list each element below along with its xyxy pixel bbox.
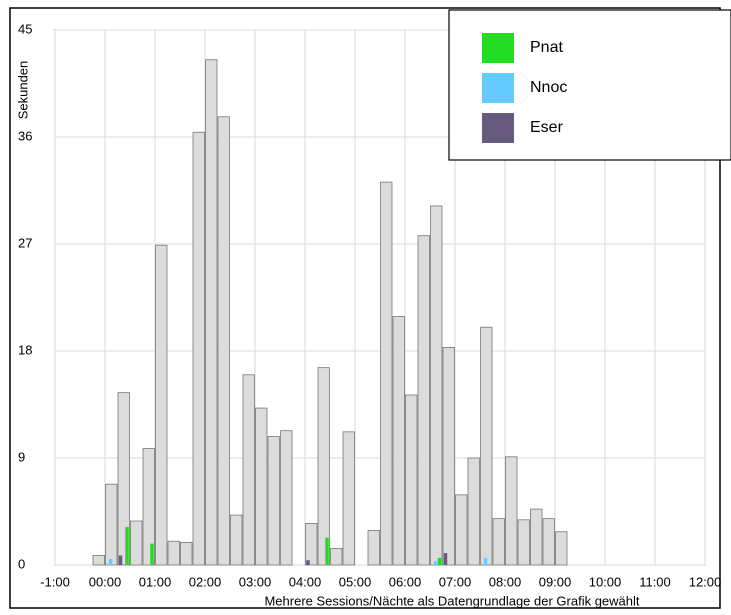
bar — [480, 326, 493, 566]
x-tick-label: 06:00 — [389, 574, 422, 589]
bar — [367, 530, 380, 566]
bar — [130, 520, 143, 566]
bar — [117, 392, 130, 566]
x-tick-label: 07:00 — [439, 574, 472, 589]
bar — [392, 316, 405, 566]
bar — [342, 431, 355, 566]
bar — [92, 555, 105, 566]
bar — [442, 347, 455, 566]
bar — [380, 181, 393, 566]
y-tick-label: 18 — [18, 342, 32, 357]
x-tick-label: 12:00 — [689, 574, 722, 589]
bar — [142, 448, 155, 566]
series-bar — [118, 555, 123, 565]
bar — [230, 514, 243, 566]
x-tick-label: 02:00 — [189, 574, 222, 589]
y-tick-label: 0 — [18, 556, 25, 571]
x-tick-label: 03:00 — [239, 574, 272, 589]
x-tick-label: -1:00 — [40, 574, 70, 589]
bar — [517, 519, 530, 566]
legend-swatch — [482, 113, 514, 143]
x-tick-label: 04:00 — [289, 574, 322, 589]
series-bar — [483, 557, 488, 565]
bar — [330, 547, 343, 566]
y-tick-label: 36 — [18, 128, 32, 143]
y-tick-label: 9 — [18, 449, 25, 464]
bar — [180, 542, 193, 566]
bar — [542, 518, 555, 566]
y-tick-label: 45 — [18, 21, 32, 36]
series-bar — [433, 561, 438, 565]
bar — [105, 483, 118, 566]
x-tick-label: 08:00 — [489, 574, 522, 589]
series-bar — [325, 537, 329, 565]
series-bar — [443, 553, 448, 565]
y-axis-label: Sekunden — [15, 61, 30, 120]
bar — [305, 522, 318, 566]
bar — [167, 540, 180, 566]
bar — [217, 116, 230, 566]
legend-swatch — [482, 33, 514, 63]
x-tick-label: 09:00 — [539, 574, 572, 589]
bar — [255, 407, 268, 566]
x-tick-label: 05:00 — [339, 574, 372, 589]
series-bar — [125, 526, 129, 565]
series-bar — [108, 559, 113, 565]
series-bar — [150, 543, 154, 565]
y-tick-label: 27 — [18, 235, 32, 250]
x-tick-label: 01:00 — [139, 574, 172, 589]
bar — [530, 508, 543, 566]
bar — [317, 367, 330, 566]
legend-label: Pnat — [530, 39, 563, 56]
x-tick-label: 00:00 — [89, 574, 122, 589]
x-axis-label: Mehrere Sessions/Nächte als Datengrundla… — [264, 593, 639, 608]
legend-swatch — [482, 73, 514, 103]
bar — [280, 430, 293, 566]
series-bar — [437, 557, 442, 565]
x-tick-label: 10:00 — [589, 574, 622, 589]
bar — [417, 235, 430, 566]
legend-label: Nnoc — [530, 79, 567, 96]
bar — [267, 436, 280, 566]
legend-label: Eser — [530, 119, 564, 136]
series-bar — [306, 560, 310, 565]
bar — [242, 374, 255, 566]
bar — [430, 205, 443, 566]
bar — [467, 457, 480, 566]
bar — [492, 518, 505, 566]
bar — [505, 456, 518, 566]
bar — [205, 59, 218, 566]
bar — [405, 394, 418, 566]
x-tick-label: 11:00 — [639, 574, 671, 589]
bar — [555, 531, 568, 566]
bar — [192, 131, 205, 566]
bar — [455, 494, 468, 566]
bar — [155, 244, 168, 566]
